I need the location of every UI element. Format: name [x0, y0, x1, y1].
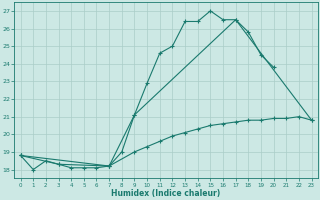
X-axis label: Humidex (Indice chaleur): Humidex (Indice chaleur) [111, 189, 221, 198]
